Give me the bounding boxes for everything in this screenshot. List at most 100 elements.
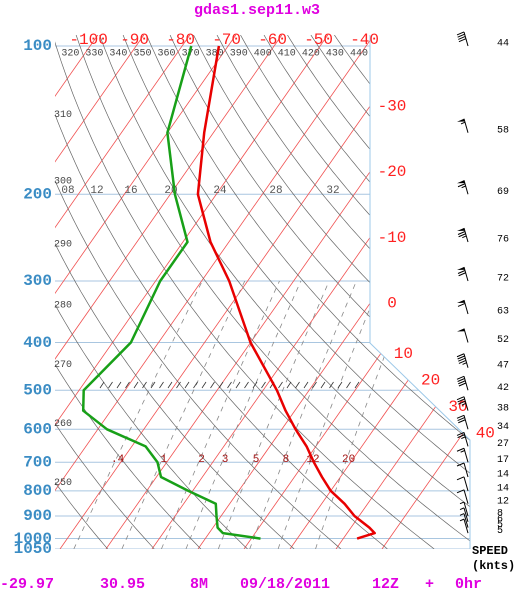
- dry-adiabat: [55, 35, 155, 549]
- wind-speed-label: 5: [497, 526, 503, 537]
- mixing-ratio-line: [121, 280, 246, 549]
- barb-feather: [456, 462, 465, 467]
- moist-adiabat-label: 08: [61, 185, 74, 197]
- hatch: [303, 381, 309, 389]
- hatch: [193, 381, 198, 389]
- barb-staff: [463, 299, 469, 315]
- barb-staff: [463, 462, 469, 478]
- barb-half: [459, 501, 465, 505]
- profile-line: [81, 45, 261, 540]
- wind-speed-label: 8: [497, 509, 503, 520]
- wind-barb: [456, 462, 469, 478]
- mixing-ratio-line: [185, 280, 302, 549]
- plot-boundary: [369, 35, 471, 549]
- wind-speed-label: 34: [497, 422, 509, 433]
- hatch: [176, 381, 181, 389]
- hatch: [252, 381, 258, 389]
- barb-feather: [457, 303, 466, 307]
- footer-item: 12Z: [372, 576, 399, 592]
- wind-barb: [456, 431, 469, 447]
- footer-item: 0hr: [455, 576, 482, 592]
- barb-feather: [457, 355, 465, 360]
- wind-speed-label: 72: [497, 274, 509, 285]
- barb-half: [461, 436, 466, 440]
- footer-item: 30.95: [100, 576, 145, 592]
- hatch: [184, 381, 190, 389]
- barb-half: [459, 507, 465, 511]
- wind-speed-label: 63: [497, 307, 509, 318]
- barb-staff: [463, 266, 469, 282]
- hatch: [286, 381, 292, 389]
- isotherm: [55, 35, 375, 549]
- mixing-ratio-label: 2: [198, 454, 205, 466]
- y-tick-label: 600: [23, 421, 52, 439]
- barb-flag: [457, 118, 465, 122]
- dry-adiabat: [169, 35, 470, 549]
- isotherm: [55, 35, 191, 549]
- barb-feather: [457, 417, 465, 421]
- barb-feather: [458, 233, 466, 238]
- barb-half: [459, 518, 465, 522]
- dry-adiabat: [263, 35, 470, 549]
- barb-feather: [458, 357, 466, 362]
- wind-speed-label: 27: [497, 439, 509, 450]
- theta-tick-label: 260: [54, 419, 72, 430]
- wind-speed-label: 44: [497, 39, 509, 50]
- wind-barb: [459, 513, 469, 528]
- hatch: [244, 381, 249, 389]
- wind-speed-label: 14: [497, 483, 509, 494]
- barb-feather: [457, 183, 466, 188]
- hatch: [116, 381, 122, 389]
- barb-half: [461, 185, 466, 189]
- mixing-ratio-line: [217, 280, 330, 549]
- hatch: [142, 381, 147, 389]
- barb-feather: [458, 272, 466, 277]
- hatch: [218, 381, 224, 389]
- hatch: [159, 381, 164, 389]
- moist-adiabat-label: 28: [269, 185, 282, 197]
- wind-barb: [456, 353, 469, 368]
- barb-staff: [463, 227, 469, 243]
- hatch: [133, 381, 139, 389]
- mixing-ratio-line: [277, 280, 382, 549]
- temperature-tick-label: -10: [378, 229, 407, 247]
- theta-tick-label: 280: [54, 301, 72, 312]
- wind-barb: [457, 299, 469, 315]
- barb-half: [460, 121, 466, 125]
- theta-tick-label: 300: [54, 177, 72, 188]
- theta-tick-label: 310: [54, 110, 72, 121]
- dry-adiabat: [99, 35, 470, 549]
- barb-staff: [463, 507, 469, 523]
- barb-feather: [456, 447, 465, 452]
- temperature-tick-label: -60: [258, 31, 287, 49]
- wind-barb: [457, 180, 469, 195]
- temperature-tick-label: -70: [212, 31, 241, 49]
- theta-tick-label: 400: [254, 49, 272, 60]
- hatch: [125, 381, 130, 389]
- theta-tick-label: 390: [230, 49, 248, 60]
- temperature-tick-label: 20: [421, 372, 440, 390]
- wind-speed-label: 52: [497, 335, 509, 346]
- isotherm: [55, 35, 283, 549]
- barb-half: [460, 450, 465, 453]
- temperature-tick-label: -90: [120, 31, 149, 49]
- temperature-tick-label: -40: [350, 31, 379, 49]
- barb-feather: [458, 419, 466, 424]
- temperature-tick-label: -100: [69, 31, 107, 49]
- barb-half: [462, 235, 467, 239]
- dry-adiabat: [55, 35, 342, 549]
- wind-barb: [456, 31, 469, 47]
- y-tick-label: 1050: [14, 540, 52, 558]
- barb-feather: [458, 380, 466, 385]
- theta-tick-label: 340: [109, 49, 127, 60]
- barb-flag: [457, 228, 465, 231]
- dry-adiabat: [55, 35, 435, 549]
- moist-adiabat-label: 24: [213, 185, 227, 197]
- y-tick-label: 300: [23, 272, 52, 290]
- wind-barb: [456, 489, 469, 504]
- theta-tick-label: 380: [206, 49, 224, 60]
- hatch: [227, 381, 232, 389]
- y-tick-label: 100: [23, 37, 52, 55]
